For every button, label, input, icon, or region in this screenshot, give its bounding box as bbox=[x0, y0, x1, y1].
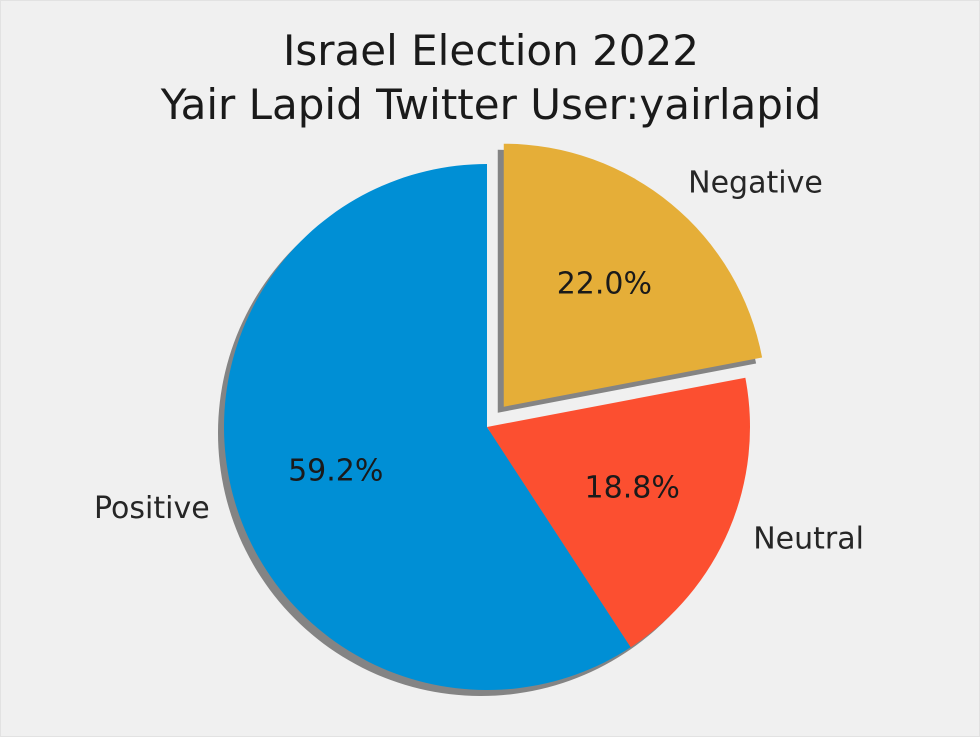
pie-slice-positive bbox=[224, 164, 631, 690]
pie-percent-label-positive: 59.2% bbox=[288, 453, 383, 488]
pie-slice-neutral bbox=[487, 377, 750, 648]
pie-percent-label-neutral: 18.8% bbox=[585, 470, 680, 505]
pie-category-label-neutral: Neutral bbox=[753, 522, 864, 557]
pie-percent-label-negative: 22.0% bbox=[557, 267, 652, 302]
pie-labels: 59.2% Positive 18.8% Neutral 22.0% Negative bbox=[94, 165, 864, 556]
chart-title-line-1: Israel Election 2022 bbox=[283, 26, 699, 75]
chart-title-line-2: Yair Lapid Twitter User:yairlapid bbox=[160, 80, 822, 129]
pie-slices bbox=[224, 143, 763, 690]
pie-category-label-positive: Positive bbox=[94, 491, 210, 526]
pie-slice-negative bbox=[503, 143, 763, 407]
pie-category-label-negative: Negative bbox=[688, 165, 823, 200]
